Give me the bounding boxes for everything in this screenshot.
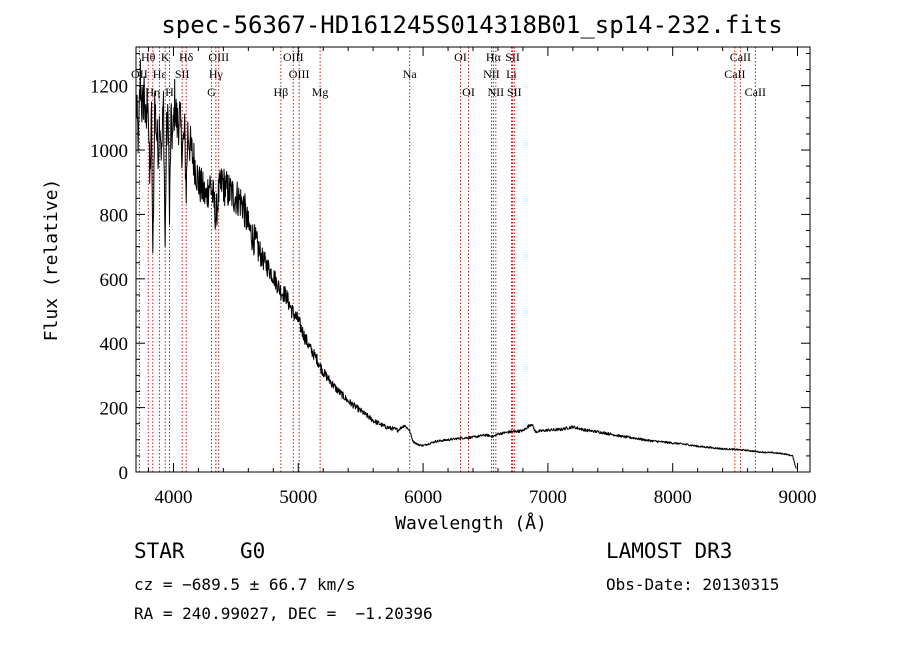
emission-line-label: NII [488,85,505,99]
emission-line-label: Mg [312,85,329,99]
emission-line-label: Na [403,67,418,81]
flux-series [135,59,797,469]
emission-line-label: OI [454,50,467,64]
emission-line-label: Hγ [209,67,224,81]
emission-line-label: SII [507,85,522,99]
emission-line-label: OIII [208,50,229,64]
object-subclass: G0 [240,539,266,563]
x-tick-label: 8000 [654,487,692,508]
coordinates: RA = 240.99027, DEC = −1.20396 [134,604,433,623]
x-tick-label: 6000 [404,487,442,508]
observation-date: Obs-Date: 20130315 [606,575,780,594]
flux-line [135,59,797,469]
x-tick-label: 4000 [154,487,192,508]
y-tick-label: 600 [100,270,129,291]
emission-line-label: NII [483,67,500,81]
emission-line-label: Hβ [274,85,289,99]
emission-line-label: CaII [724,67,745,81]
emission-line-label: Hη [145,85,160,99]
x-axis-label: Wavelength (Å) [395,512,547,534]
y-tick-label: 800 [100,205,129,226]
y-tick-label: 200 [100,399,129,420]
x-tick-label: 5000 [279,487,317,508]
survey-name: LAMOST DR3 [606,539,733,563]
emission-line-label: Hδ [179,50,194,64]
x-axis: 4000 5000 6000 7000 8000 9000 [147,47,817,508]
emission-line-label: CaII [730,50,751,64]
emission-line-label: H [165,85,174,99]
y-tick-label: 400 [100,334,129,355]
emission-line-label: SII [505,50,520,64]
x-tick-label: 7000 [529,487,567,508]
plot-frame [135,46,811,473]
chart-title: spec-56367-HD161245S014318B01_sp14-232.f… [161,11,782,39]
y-tick-label: 1000 [90,141,128,162]
emission-line-label: Li [506,67,517,81]
emission-line-label: Hα [486,50,502,64]
y-tick-label: 1200 [90,77,128,98]
emission-line-label: K [161,50,170,64]
emission-line-label: Hε [153,67,167,81]
emission-line-label: OIII [283,50,304,64]
emission-line-label: SII [175,67,190,81]
y-axis-label: Flux (relative) [41,179,62,342]
object-class: STAR [134,539,185,563]
emission-line-label: G [207,85,216,99]
x-tick-label: 9000 [779,487,817,508]
emission-line-label: CaII [745,85,766,99]
y-axis: 0 200 400 600 800 1000 1200 [90,52,810,484]
emission-line-label: OI [462,85,475,99]
emission-line-label: OII [131,67,148,81]
redshift-cz: cz = −689.5 ± 66.7 km/s [134,575,356,594]
y-tick-label: 0 [119,463,129,484]
emission-line-label: OIII [289,67,310,81]
emission-line-label: Hθ [141,50,156,64]
